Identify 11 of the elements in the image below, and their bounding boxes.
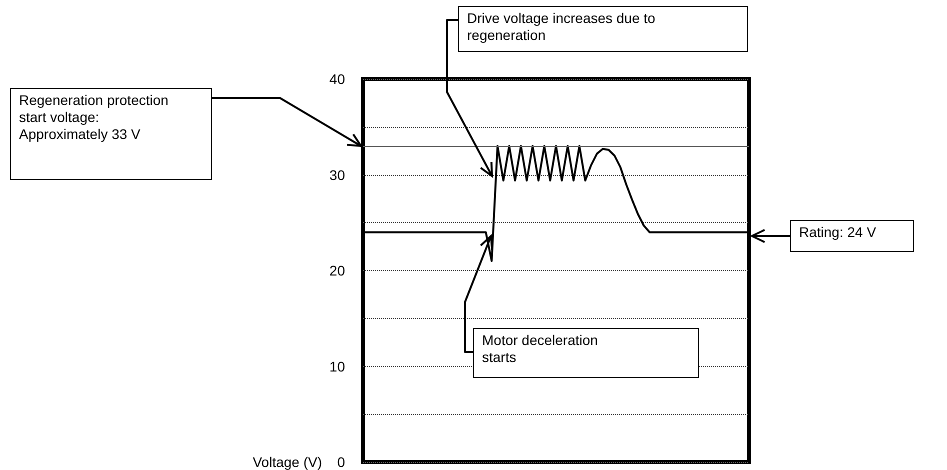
callout-box: Regeneration protection start voltage: Approximately 33 V bbox=[10, 88, 212, 180]
callout-box: Drive voltage increases due to regeneration bbox=[458, 6, 748, 52]
y-axis-title: Voltage (V) bbox=[252, 453, 322, 470]
y-tick-label: 0 bbox=[337, 454, 346, 470]
annotation: Motor deceleration starts bbox=[482, 332, 599, 366]
y-tick-label: 20 bbox=[329, 262, 346, 278]
y-tick-label: 30 bbox=[329, 166, 346, 183]
y-tick-label: 40 bbox=[329, 71, 346, 87]
callout-box: Rating: 24 V bbox=[790, 220, 914, 252]
y-tick-label: 10 bbox=[329, 358, 346, 374]
callout-box: Motor deceleration starts bbox=[473, 328, 699, 378]
